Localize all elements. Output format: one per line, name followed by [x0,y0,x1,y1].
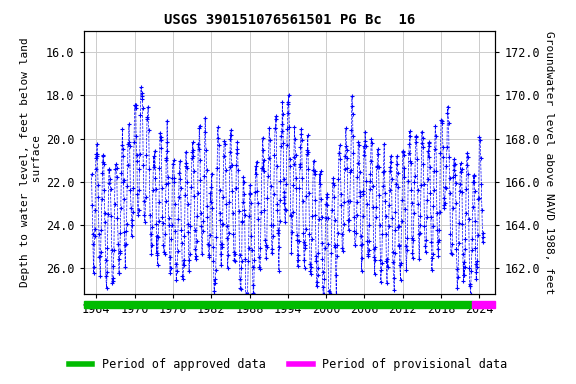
Title: USGS 390151076561501 PG Bc  16: USGS 390151076561501 PG Bc 16 [164,13,415,27]
Y-axis label: Depth to water level, feet below land
 surface: Depth to water level, feet below land su… [20,37,42,287]
Y-axis label: Groundwater level above NAVD 1988, feet: Groundwater level above NAVD 1988, feet [544,31,554,294]
Legend: Period of approved data, Period of provisional data: Period of approved data, Period of provi… [64,354,512,376]
Bar [472,301,495,308]
Bar [84,301,472,308]
